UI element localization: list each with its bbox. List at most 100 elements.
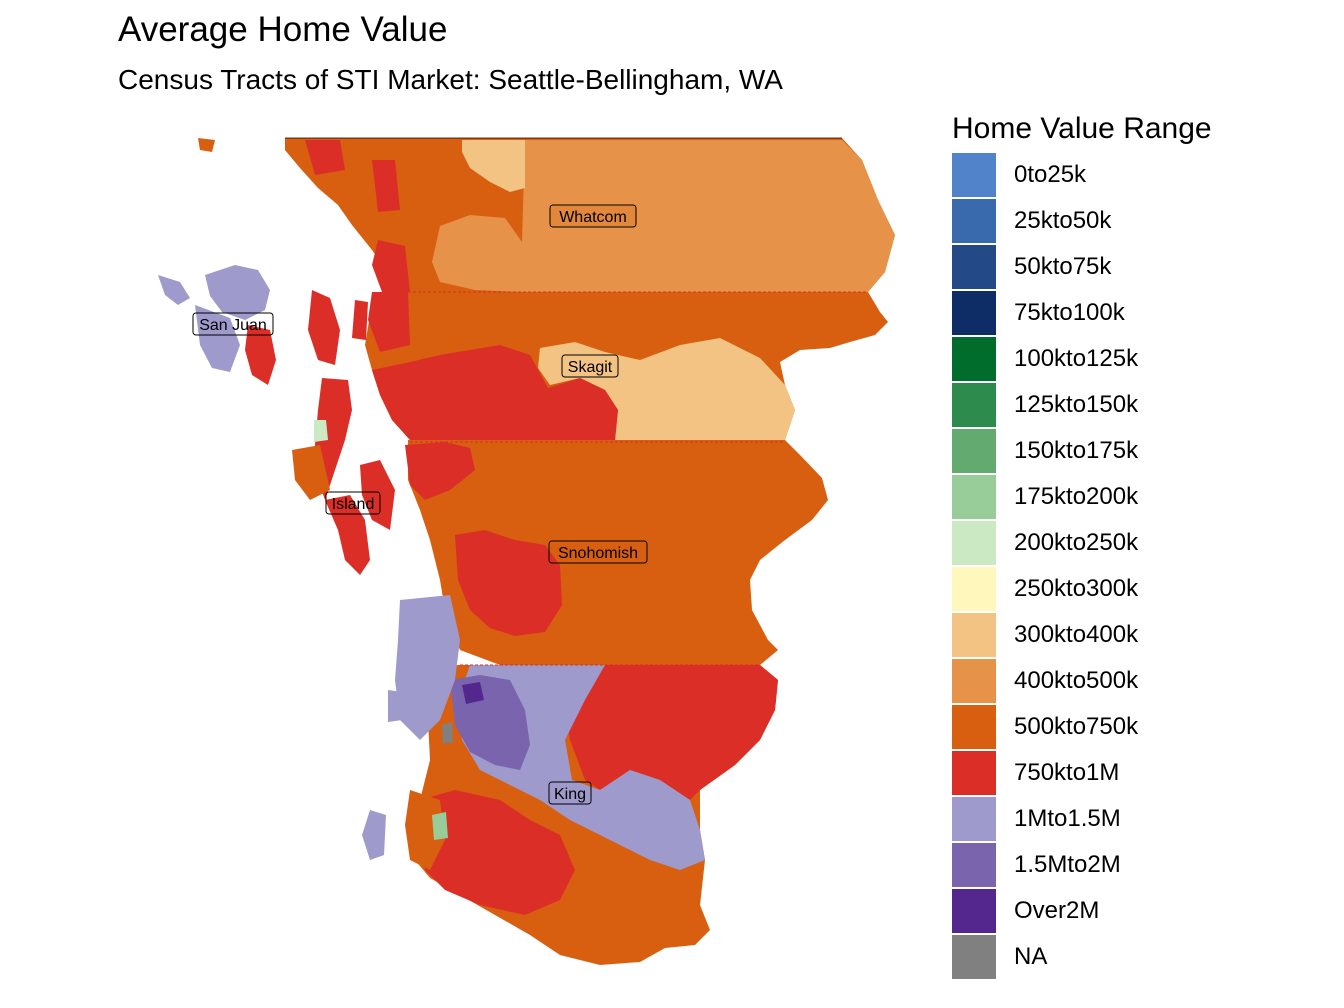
legend-item: 100kto125k	[952, 336, 1212, 382]
legend-item: 1.5Mto2M	[952, 842, 1212, 888]
legend-swatch	[952, 797, 996, 841]
legend-item: 150kto175k	[952, 428, 1212, 474]
legend-title: Home Value Range	[952, 112, 1212, 145]
legend-label: 200kto250k	[1014, 529, 1139, 556]
king-darkpurple-spot	[462, 682, 484, 704]
legend-swatch	[952, 751, 996, 795]
legend-swatch	[952, 429, 996, 473]
legend-label: 25kto50k	[1014, 207, 1112, 234]
legend-swatch	[952, 199, 996, 243]
skagit-east-region	[538, 338, 795, 440]
san-juan-island	[195, 305, 240, 372]
choropleth-map: Whatcom San Juan Skagit Island Snohomish…	[158, 137, 895, 965]
legend-swatch	[952, 153, 996, 197]
legend-label: 100kto125k	[1014, 345, 1139, 372]
legend-swatch	[952, 935, 996, 979]
map-title: Average Home Value	[118, 10, 448, 49]
legend-swatch	[952, 475, 996, 519]
legend-label: 175kto200k	[1014, 483, 1139, 510]
king-red-east	[560, 665, 778, 800]
king-southwest-red	[420, 790, 575, 915]
whidbey-coast-orange	[292, 445, 330, 500]
svg-text:Skagit: Skagit	[568, 359, 613, 376]
legend-label: 150kto175k	[1014, 437, 1139, 464]
legend-label: 250kto300k	[1014, 575, 1139, 602]
legend-item: 50kto75k	[952, 244, 1212, 290]
county-label-king: King	[548, 781, 592, 805]
legend-item: 200kto250k	[952, 520, 1212, 566]
legend-label: 75kto100k	[1014, 299, 1125, 326]
camano-island	[360, 460, 395, 530]
county-label-san-juan: San Juan	[192, 312, 274, 336]
whatcom-red-area-2	[305, 140, 345, 175]
map-subtitle: Census Tracts of STI Market: Seattle-Bel…	[118, 64, 783, 95]
king-green-patch	[432, 812, 448, 840]
county-label-snohomish: Snohomish	[548, 540, 648, 564]
king-seattle-coast	[395, 595, 460, 740]
legend: Home Value Range 0to25k 25kto50k 50kto75k 7…	[952, 112, 1212, 980]
king-south-orange	[405, 790, 445, 870]
snohomish-north-red	[405, 442, 475, 500]
county-label-whatcom: Whatcom	[549, 204, 637, 228]
legend-item: 500kto750k	[952, 704, 1212, 750]
legend-label: 750kto1M	[1014, 759, 1120, 786]
svg-text:Whatcom: Whatcom	[559, 209, 627, 226]
legend-swatch	[952, 659, 996, 703]
whatcom-coast-red	[372, 240, 410, 292]
legend-label: 125kto150k	[1014, 391, 1139, 418]
whatcom-north-region	[462, 140, 525, 192]
legend-item: 400kto500k	[952, 658, 1212, 704]
legend-item: 175kto200k	[952, 474, 1212, 520]
svg-text:Island: Island	[332, 496, 375, 513]
legend-label: 0to25k	[1014, 161, 1087, 188]
legend-item: 0to25k	[952, 152, 1212, 198]
legend-item: 1Mto1.5M	[952, 796, 1212, 842]
legend-swatch	[952, 567, 996, 611]
legend-swatch	[952, 383, 996, 427]
snohomish-red-region	[455, 530, 562, 636]
legend-label: 1Mto1.5M	[1014, 805, 1121, 832]
skagit-coast-red	[368, 292, 410, 352]
svg-text:Snohomish: Snohomish	[558, 545, 638, 562]
legend-swatch	[952, 245, 996, 289]
bainbridge-island	[388, 690, 402, 722]
legend-item: 125kto150k	[952, 382, 1212, 428]
fidalgo-island	[308, 290, 340, 365]
lopez-island	[245, 325, 276, 385]
vashon-island	[362, 810, 386, 860]
legend-item: 750kto1M	[952, 750, 1212, 796]
legend-label: 500kto750k	[1014, 713, 1139, 740]
whatcom-east-region	[432, 140, 895, 292]
san-juan-orcas-island	[205, 265, 270, 320]
san-juan-west-island	[158, 275, 190, 305]
legend-swatch	[952, 889, 996, 933]
whidbey-sliver-green	[314, 420, 328, 442]
whidbey-island-south	[325, 495, 370, 575]
legend-swatch	[952, 521, 996, 565]
whatcom-red-area	[372, 160, 400, 212]
county-label-island: Island	[325, 491, 381, 515]
legend-items: 0to25k 25kto50k 50kto75k 75kto100k 100kto125…	[952, 152, 1212, 980]
legend-swatch	[952, 613, 996, 657]
county-label-skagit: Skagit	[561, 354, 619, 378]
legend-label: 1.5Mto2M	[1014, 851, 1121, 878]
king-na-spot	[442, 722, 453, 744]
whatcom-islet	[198, 138, 215, 152]
svg-text:San Juan: San Juan	[199, 317, 267, 334]
legend-label: NA	[1014, 943, 1048, 970]
skagit-red-region	[372, 345, 618, 440]
legend-item: 250kto300k	[952, 566, 1212, 612]
legend-label: 50kto75k	[1014, 253, 1112, 280]
svg-text:King: King	[554, 786, 586, 803]
legend-label: 300kto400k	[1014, 621, 1139, 648]
legend-item: 75kto100k	[952, 290, 1212, 336]
legend-label: 400kto500k	[1014, 667, 1139, 694]
legend-label: Over2M	[1014, 897, 1100, 924]
legend-item: 300kto400k	[952, 612, 1212, 658]
legend-swatch	[952, 705, 996, 749]
legend-item: Over2M	[952, 888, 1212, 934]
legend-swatch	[952, 291, 996, 335]
legend-item: NA	[952, 934, 1212, 980]
legend-swatch	[952, 843, 996, 887]
legend-swatch	[952, 337, 996, 381]
